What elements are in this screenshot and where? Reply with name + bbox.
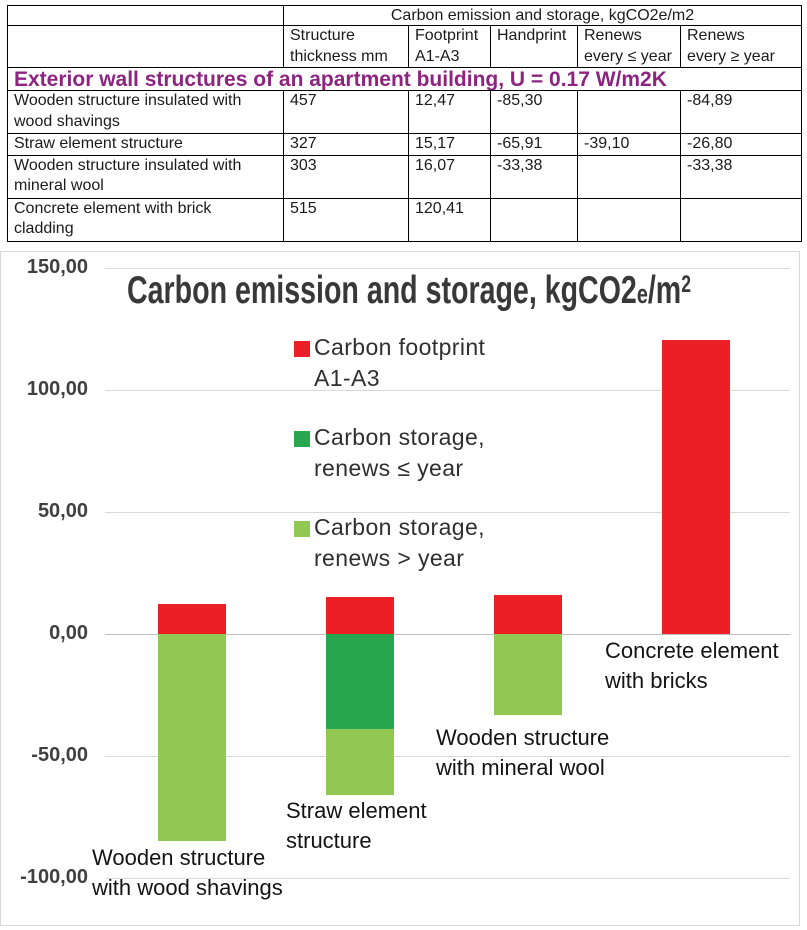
y-tick-label: 100,00 xyxy=(26,378,88,400)
col-header-footprint: Footprint A1-A3 xyxy=(408,25,491,68)
chart-title-part: /m xyxy=(647,269,682,312)
category-label-2: Wooden structure with mineral wool xyxy=(436,725,610,780)
bar-segment-storage-gt xyxy=(494,634,562,716)
renews-le-value xyxy=(577,197,681,242)
y-tick-label: 50,00 xyxy=(37,500,88,522)
table-row: Straw element structure 327 15,17 -65,91 -39… xyxy=(7,133,802,156)
structure-name: Concrete element with brick cladding xyxy=(7,197,284,242)
renews-le-value xyxy=(577,154,681,199)
category-label-1: Straw element structure xyxy=(286,798,427,853)
table-group-header: Carbon emission and storage, kgCO2e/m2 xyxy=(283,5,802,26)
y-tick-label: 0,00 xyxy=(49,622,88,644)
legend-swatch-1 xyxy=(294,431,310,447)
bar-segment-storage-gt xyxy=(158,634,226,842)
structure-name: Straw element structure xyxy=(7,133,284,156)
bar-segment-footprint xyxy=(158,603,226,634)
gridline xyxy=(105,878,790,879)
handprint-value: -85,30 xyxy=(490,90,578,134)
table-section-row: Exterior wall structures of an apartment… xyxy=(7,67,802,91)
renews-ge-value: -26,80 xyxy=(680,133,802,156)
bar-segment-footprint xyxy=(494,594,562,634)
handprint-value: -65,91 xyxy=(490,133,578,156)
renews-le-value: -39,10 xyxy=(577,133,681,156)
thickness-value: 515 xyxy=(283,197,409,242)
footprint-value: 16,07 xyxy=(408,154,491,199)
structure-name: Wooden structure insulated with mineral … xyxy=(7,154,284,199)
renews-le-value xyxy=(577,90,681,134)
chart-title-part: e xyxy=(636,279,648,309)
thickness-value: 457 xyxy=(283,90,409,134)
table-row: Wooden structure insulated with mineral … xyxy=(7,154,802,199)
table-row: Wooden structure insulated with wood sha… xyxy=(7,90,802,134)
category-label-3: Concrete element with bricks xyxy=(605,638,779,693)
y-tick-label: -100,00 xyxy=(20,866,88,888)
footprint-value: 120,41 xyxy=(408,197,491,242)
table-row: Concrete element with brick cladding 515 1… xyxy=(7,197,802,242)
bar-segment-footprint xyxy=(326,596,394,634)
col-header-thickness: Structure thickness mm xyxy=(283,25,409,68)
gridline xyxy=(105,756,790,757)
col-header-empty xyxy=(7,25,284,68)
structure-name: Wooden structure insulated with wood sha… xyxy=(7,90,284,134)
category-label-0: Wooden structure with wood shavings xyxy=(92,845,283,900)
chart-title: Carbon emission and storage, kgCO2e/m2 xyxy=(127,265,691,314)
handprint-value xyxy=(490,197,578,242)
legend-swatch-2 xyxy=(294,521,310,537)
y-tick-label: 150,00 xyxy=(26,256,88,278)
gridline xyxy=(105,512,790,513)
table-group-header-row: Carbon emission and storage, kgCO2e/m2 xyxy=(7,5,802,26)
bar-chart: 150,00 100,00 50,00 0,00 -50,00 -100,00 Carbon… xyxy=(0,251,800,926)
legend-label-1: Carbon storage, renews ≤ year xyxy=(314,424,485,481)
thickness-value: 303 xyxy=(283,154,409,199)
bar-segment-storage-gt xyxy=(326,729,394,795)
bar-segment-footprint xyxy=(662,340,730,634)
x-axis-line xyxy=(105,634,790,635)
footprint-value: 15,17 xyxy=(408,133,491,156)
chart-title-part: Carbon emission and storage, kgCO2 xyxy=(127,269,637,312)
thickness-value: 327 xyxy=(283,133,409,156)
spec-table: Carbon emission and storage, kgCO2e/m2 S… xyxy=(7,5,802,242)
col-header-renews-ge: Renews every ≥ year xyxy=(680,25,802,68)
legend-label-2: Carbon storage, renews > year xyxy=(314,514,485,571)
footprint-value: 12,47 xyxy=(408,90,491,134)
bar-segment-storage-le xyxy=(326,634,394,730)
renews-ge-value: -33,38 xyxy=(680,154,802,199)
table-corner-cell xyxy=(7,5,284,26)
col-header-handprint: Handprint xyxy=(490,25,578,68)
renews-ge-value: -84,89 xyxy=(680,90,802,134)
renews-ge-value xyxy=(680,197,802,242)
gridline xyxy=(105,268,790,269)
gridline xyxy=(105,390,790,391)
table-section-title: Exterior wall structures of an apartment… xyxy=(7,67,802,91)
legend-label-0: Carbon footprint A1-A3 xyxy=(314,334,486,391)
legend-swatch-0 xyxy=(294,341,310,357)
y-tick-label: -50,00 xyxy=(31,744,88,766)
col-header-renews-le: Renews every ≤ year xyxy=(577,25,681,68)
handprint-value: -33,38 xyxy=(490,154,578,199)
chart-title-part: 2 xyxy=(681,271,691,298)
table-column-header-row: Structure thickness mm Footprint A1-A3 H… xyxy=(7,25,802,68)
